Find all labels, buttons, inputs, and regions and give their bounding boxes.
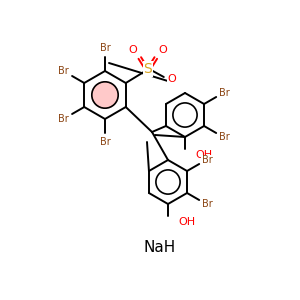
Text: Br: Br <box>202 199 213 209</box>
Text: Br: Br <box>202 155 213 165</box>
Text: OH: OH <box>178 217 195 227</box>
Text: O: O <box>158 45 167 55</box>
Text: O: O <box>167 74 176 84</box>
Text: Br: Br <box>100 137 110 147</box>
Text: Br: Br <box>219 88 230 98</box>
Circle shape <box>92 82 118 108</box>
Text: OH: OH <box>195 150 212 160</box>
Text: Br: Br <box>58 114 68 124</box>
Text: S: S <box>143 62 152 76</box>
Text: Br: Br <box>58 66 68 76</box>
Text: Br: Br <box>219 132 230 142</box>
Text: NaH: NaH <box>144 241 176 256</box>
Text: Br: Br <box>100 43 110 53</box>
Text: O: O <box>128 45 137 55</box>
